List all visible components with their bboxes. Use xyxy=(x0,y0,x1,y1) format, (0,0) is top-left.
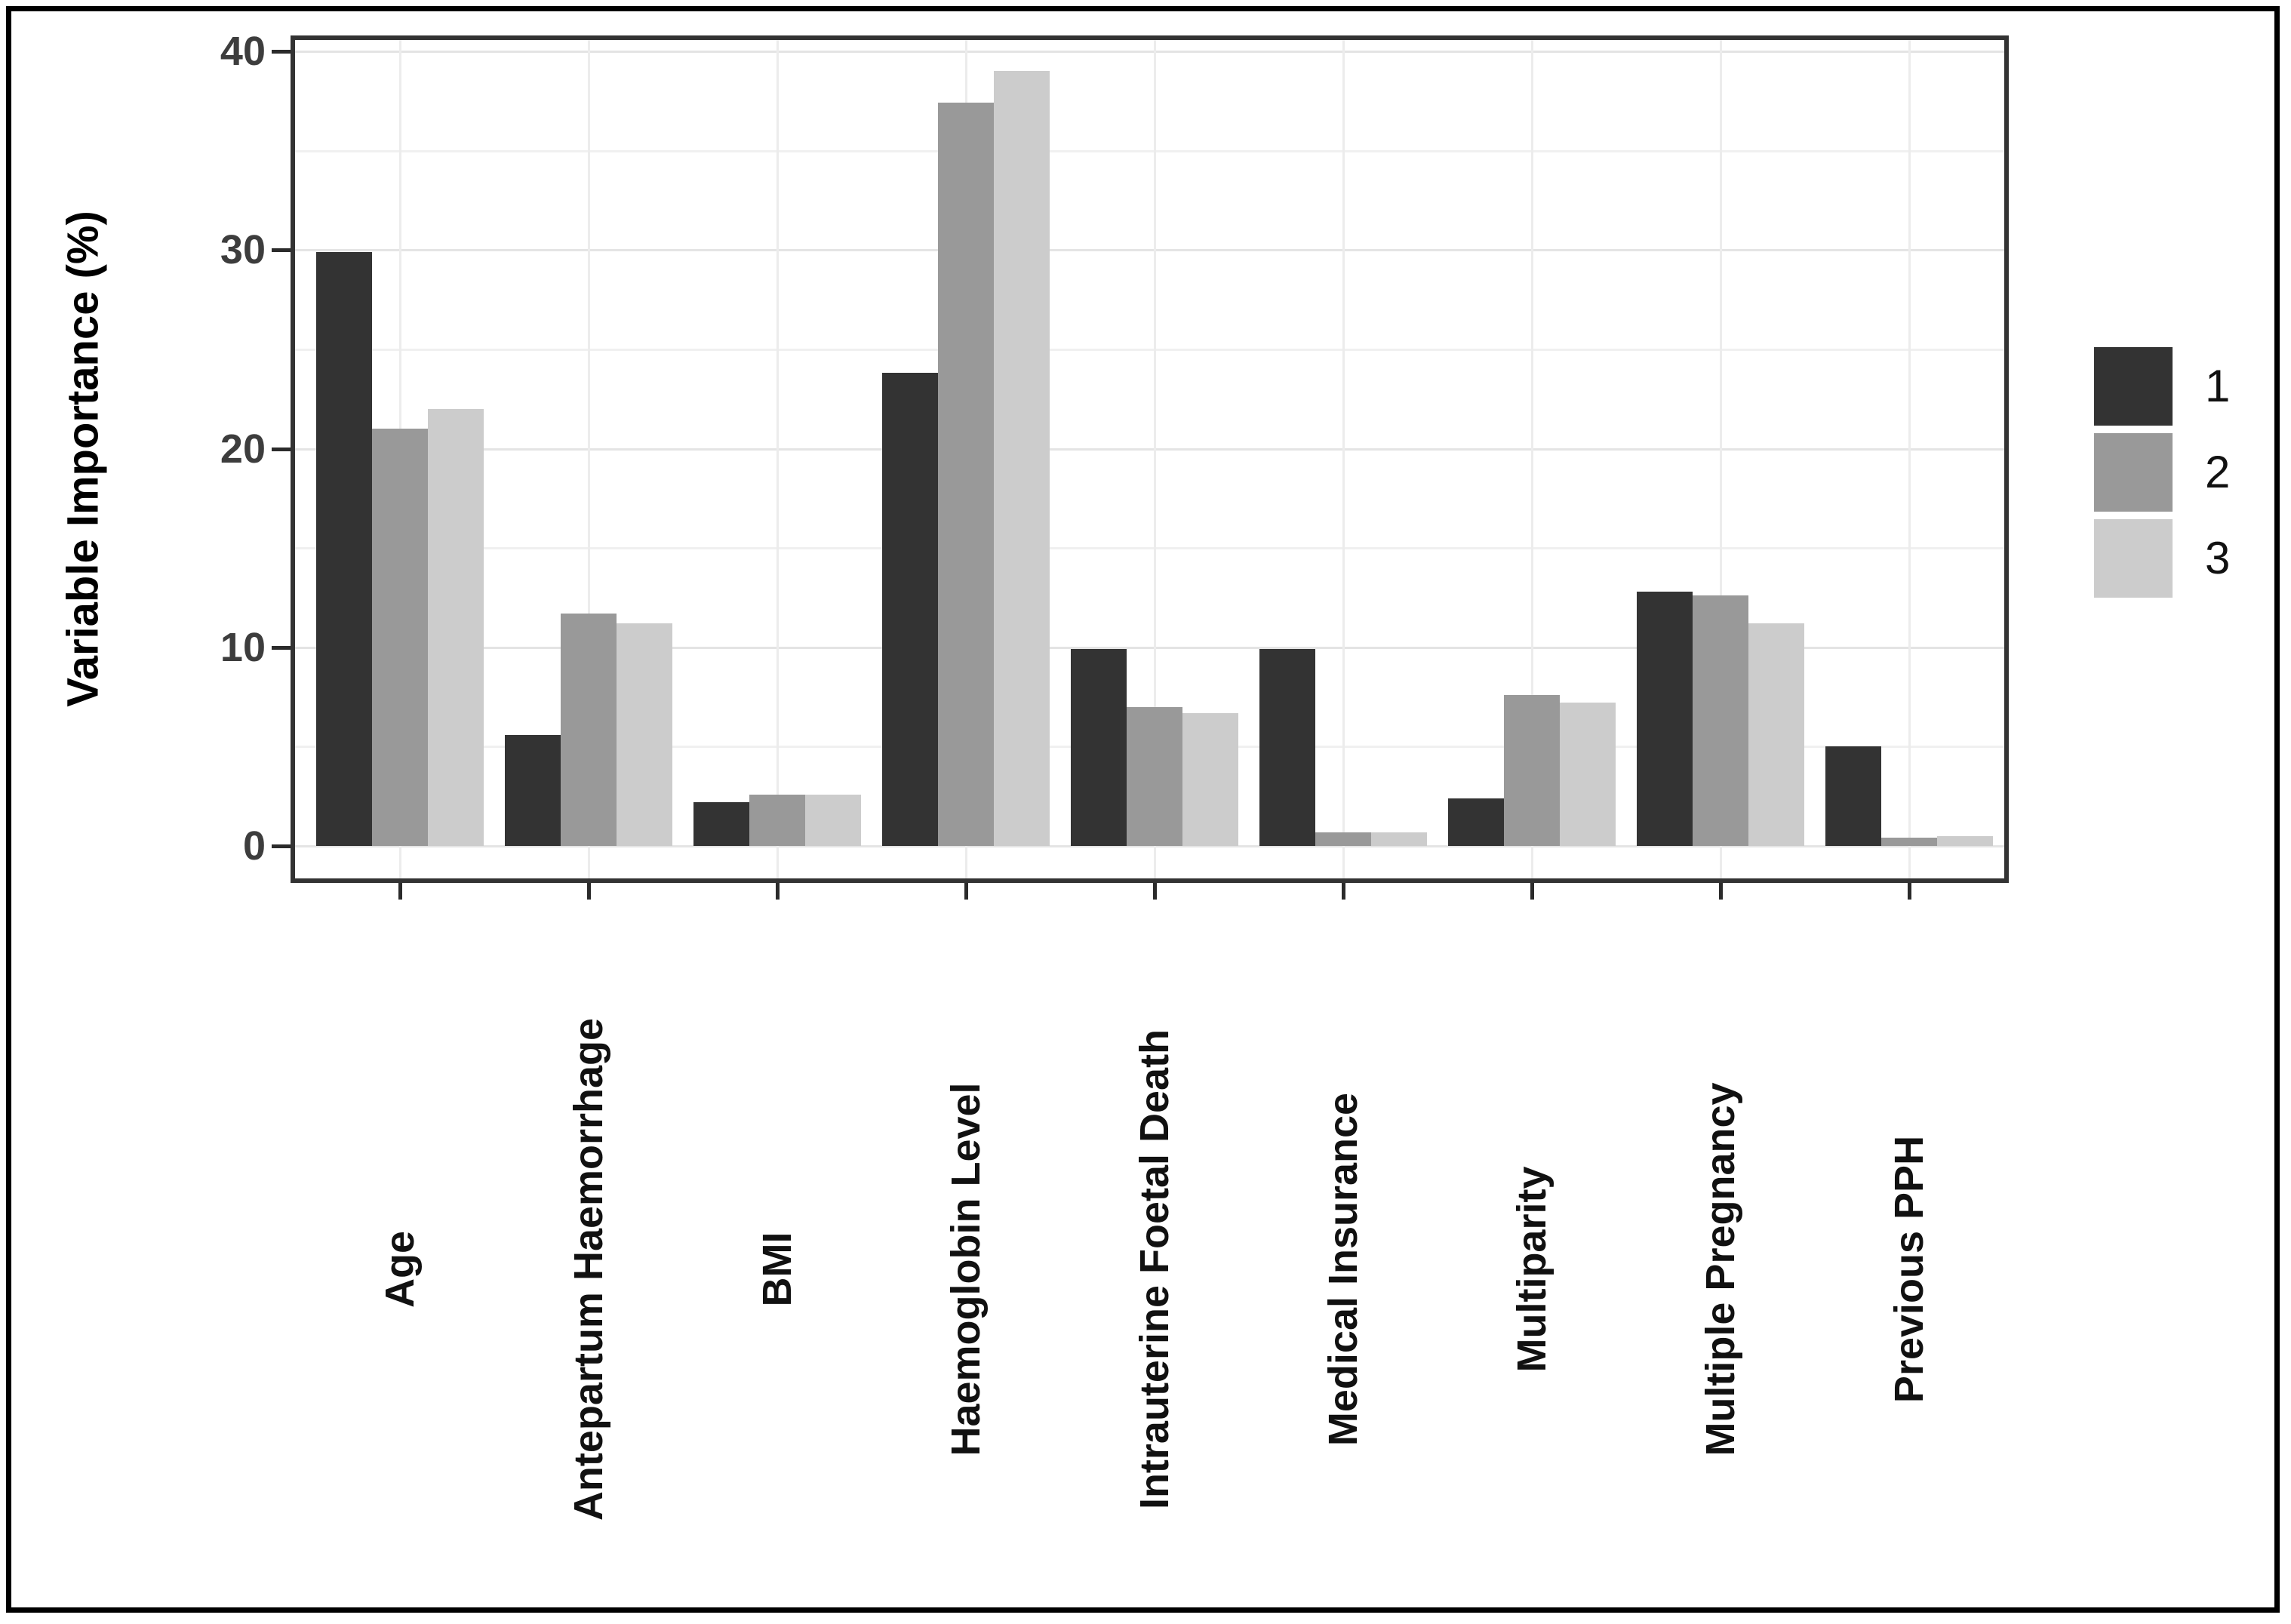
v-gridline xyxy=(1720,38,1722,880)
x-tick xyxy=(964,883,968,900)
legend-label-2: 2 xyxy=(2205,447,2231,497)
h-gridline-25 xyxy=(294,348,2006,351)
bar-1-previous-pph xyxy=(1825,746,1881,846)
bar-2-age xyxy=(372,429,428,846)
v-gridline xyxy=(776,38,779,880)
bar-1-intrauterine-foetal-death xyxy=(1071,649,1127,846)
bar-3-multiple-pregnancy xyxy=(1748,623,1804,846)
v-gridline xyxy=(1154,38,1156,880)
bar-2-bmi xyxy=(749,795,805,846)
y-tick-label-40: 40 xyxy=(220,29,266,74)
legend-swatch-3 xyxy=(2094,519,2173,598)
x-tick xyxy=(398,883,402,900)
x-tick-label-previous-pph: Previous PPH xyxy=(1887,1135,1932,1404)
legend-label-1: 1 xyxy=(2205,361,2231,411)
x-tick-label-age: Age xyxy=(377,1230,423,1309)
x-tick-label-medical-insurance: Medical Insurance xyxy=(1321,1092,1366,1447)
x-tick-label-haemoglobin-level: Haemoglobin Level xyxy=(943,1082,989,1456)
y-axis-title: Variable Importance (%) xyxy=(58,211,108,707)
v-gridline xyxy=(1342,38,1345,880)
bar-2-haemoglobin-level xyxy=(938,103,994,846)
bar-2-multiparity xyxy=(1504,695,1560,846)
x-tick xyxy=(587,883,591,900)
bar-2-intrauterine-foetal-death xyxy=(1127,707,1182,846)
h-gridline-40 xyxy=(294,51,2006,53)
y-tick-label-10: 10 xyxy=(220,624,266,670)
bar-1-multiparity xyxy=(1448,798,1504,846)
x-tick-label-intrauterine-foetal-death: Intrauterine Foetal Death xyxy=(1132,1029,1177,1510)
bar-3-multiparity xyxy=(1560,703,1616,846)
h-gridline-15 xyxy=(294,547,2006,550)
bar-3-antepartum-haemorrhage xyxy=(617,623,672,846)
y-tick-label-30: 30 xyxy=(220,227,266,273)
x-tick xyxy=(1342,883,1345,900)
bar-2-multiple-pregnancy xyxy=(1693,595,1748,846)
bar-3-previous-pph xyxy=(1937,836,1993,846)
h-gridline-20 xyxy=(294,448,2006,451)
y-tick-10 xyxy=(272,645,291,650)
y-tick-20 xyxy=(272,447,291,451)
bar-3-haemoglobin-level xyxy=(994,71,1050,846)
bar-2-medical-insurance xyxy=(1315,832,1371,846)
bar-1-age xyxy=(316,252,372,846)
h-gridline-30 xyxy=(294,249,2006,252)
h-gridline-10 xyxy=(294,646,2006,649)
h-gridline-35 xyxy=(294,149,2006,152)
x-tick xyxy=(1719,883,1723,900)
bar-1-antepartum-haemorrhage xyxy=(505,735,561,846)
legend-swatch-1 xyxy=(2094,347,2173,426)
v-gridline xyxy=(1908,38,1911,880)
y-tick-0 xyxy=(272,844,291,848)
x-tick xyxy=(1153,883,1157,900)
v-gridline xyxy=(1531,38,1533,880)
x-tick-label-multiple-pregnancy: Multiple Pregnancy xyxy=(1698,1082,1743,1456)
bar-1-medical-insurance xyxy=(1259,649,1315,846)
bar-3-medical-insurance xyxy=(1371,832,1427,846)
x-tick xyxy=(1530,883,1534,900)
legend-label-3: 3 xyxy=(2205,533,2231,583)
v-gridline xyxy=(588,38,590,880)
h-gridline-0 xyxy=(294,845,2006,847)
bar-3-intrauterine-foetal-death xyxy=(1182,713,1238,846)
x-tick xyxy=(1908,883,1911,900)
bar-3-bmi xyxy=(805,795,861,846)
y-tick-30 xyxy=(272,248,291,253)
x-tick-label-antepartum-haemorrhage: Antepartum Haemorrhage xyxy=(566,1017,611,1521)
y-tick-label-0: 0 xyxy=(242,823,266,869)
y-tick-label-20: 20 xyxy=(220,426,266,472)
bar-3-age xyxy=(428,409,484,846)
y-tick-40 xyxy=(272,50,291,54)
legend-swatch-2 xyxy=(2094,433,2173,512)
bar-2-antepartum-haemorrhage xyxy=(561,614,617,846)
x-tick-label-multiparity: Multiparity xyxy=(1509,1166,1554,1373)
x-tick-label-bmi: BMI xyxy=(755,1232,800,1307)
bar-1-multiple-pregnancy xyxy=(1637,592,1693,846)
bar-2-previous-pph xyxy=(1881,838,1937,846)
bar-1-haemoglobin-level xyxy=(882,373,938,846)
bar-1-bmi xyxy=(693,802,749,846)
x-tick xyxy=(776,883,780,900)
